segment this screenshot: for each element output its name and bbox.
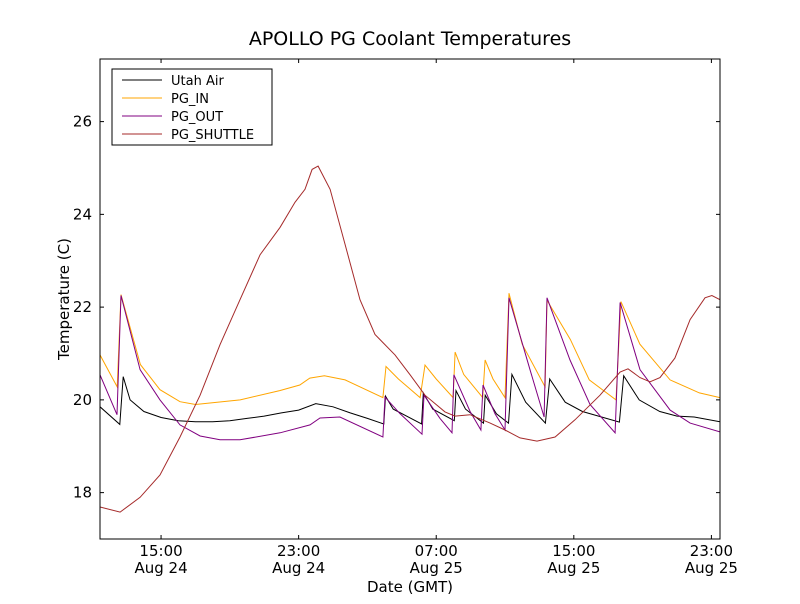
series-line-utah-air xyxy=(100,372,720,426)
plot-frame xyxy=(99,58,721,540)
legend-label: PG_IN xyxy=(171,92,209,107)
x-tick-label-date: Aug 24 xyxy=(134,559,187,577)
x-tick-label-time: 23:00 xyxy=(690,542,733,560)
x-tick-label-time: 23:00 xyxy=(277,542,320,560)
legend-label: PG_SHUTTLE xyxy=(171,128,254,143)
y-tick-label: 20 xyxy=(73,391,92,409)
legend: Utah Air PG_IN PG_OUT PG_SHUTTLE xyxy=(111,68,273,146)
series-line-pg-shuttle xyxy=(100,165,720,513)
series-line-pg-in xyxy=(100,293,720,406)
legend-frame xyxy=(111,68,273,146)
series-layer xyxy=(100,165,720,513)
legend-label: Utah Air xyxy=(171,74,224,89)
x-tick-label-time: 15:00 xyxy=(139,542,182,560)
x-axis-label: Date (GMT) xyxy=(367,578,453,596)
series-line-pg-out xyxy=(100,295,720,441)
x-tick-label-date: Aug 25 xyxy=(685,559,738,577)
y-tick-label: 22 xyxy=(73,298,92,316)
chart-title: APOLLO PG Coolant Temperatures xyxy=(249,28,571,50)
x-tick-label-date: Aug 25 xyxy=(410,559,463,577)
x-tick-label-time: 15:00 xyxy=(552,542,595,560)
y-tick-label: 18 xyxy=(73,484,92,502)
y-axis-label: Temperature (C) xyxy=(55,238,73,361)
x-tick-label-date: Aug 24 xyxy=(272,559,325,577)
legend-label: PG_OUT xyxy=(171,110,223,125)
x-tick-label-date: Aug 25 xyxy=(547,559,600,577)
x-tick-label-time: 07:00 xyxy=(415,542,458,560)
y-tick-label: 26 xyxy=(73,113,92,131)
y-tick-label: 24 xyxy=(73,205,92,223)
